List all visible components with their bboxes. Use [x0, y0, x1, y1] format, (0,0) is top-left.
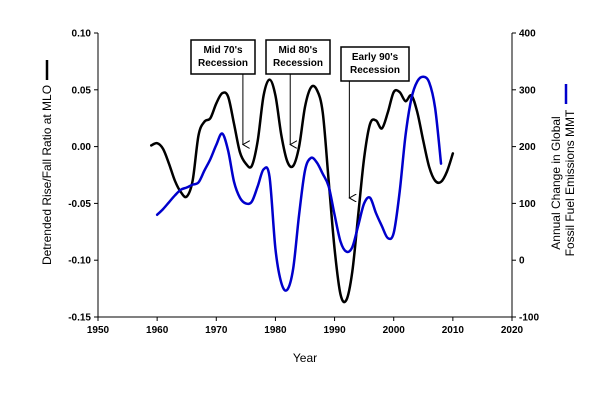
y-right-tick-label: 400 [519, 29, 536, 40]
y-left-tick-label: 0.10 [72, 29, 92, 40]
y-right-tick-label: -100 [519, 313, 539, 324]
axes [97, 33, 513, 318]
y-left-tick-label: 0.00 [72, 142, 92, 153]
x-tick-label: 2000 [383, 325, 406, 336]
y-right-tick-label: 0 [519, 256, 525, 267]
y-right-axis-label-group: Annual Change in Global Fossil Fuel Emis… [549, 84, 577, 256]
y-right-tick-label: 100 [519, 199, 536, 210]
x-tick-label: 2010 [442, 325, 465, 336]
y-left-axis-label: Detrended Rise/Fall Ratio at MLO [40, 85, 54, 265]
annotation-box [340, 46, 410, 82]
annotation-text: Mid 80's [278, 45, 317, 56]
y-right-tick-label: 300 [519, 85, 536, 96]
x-tick-label: 1960 [146, 325, 169, 336]
y-right-tick-label: 200 [519, 142, 536, 153]
series-line-rise-fall-ratio [149, 78, 455, 304]
y-right-axis-ticks: -100 0 100 200 300 400 [512, 29, 539, 324]
x-tick-label: 1980 [264, 325, 287, 336]
annotation-text: Recession [350, 65, 400, 76]
annotation-text: Recession [273, 58, 323, 69]
annotation-recession-3: Early 90's Recession [340, 46, 410, 198]
y-left-tick-label: -0.05 [68, 199, 91, 210]
annotation-recession-1: Mid 70's Recession [190, 39, 256, 145]
x-axis-ticks: 1950 1960 1970 1980 1990 2000 2010 2020 [87, 317, 524, 336]
y-right-axis-label-line-1: Annual Change in Global [549, 116, 563, 249]
annotation-box [190, 39, 256, 75]
y-left-axis-ticks: -0.15 -0.10 -0.05 0.00 0.05 0.10 [68, 29, 98, 324]
y-right-axis-label-line-2: Fossil Fuel Emissions MMT [563, 109, 577, 256]
y-left-tick-label: -0.10 [68, 256, 91, 267]
series-layer [149, 75, 455, 304]
y-left-axis-label-group: Detrended Rise/Fall Ratio at MLO [40, 60, 54, 265]
annotation-recession-2: Mid 80's Recession [265, 39, 331, 145]
x-tick-label: 1970 [205, 325, 228, 336]
series-line-emissions [155, 75, 443, 292]
x-tick-label: 2020 [501, 325, 524, 336]
x-tick-label: 1990 [323, 325, 346, 336]
x-axis-label: Year [293, 351, 317, 365]
y-left-tick-label: -0.15 [68, 313, 91, 324]
annotation-box [265, 39, 331, 75]
annotation-text: Early 90's [352, 52, 399, 63]
y-left-tick-label: 0.05 [72, 85, 92, 96]
annotation-text: Mid 70's [203, 45, 242, 56]
x-tick-label: 1950 [87, 325, 110, 336]
annotation-text: Recession [198, 58, 248, 69]
